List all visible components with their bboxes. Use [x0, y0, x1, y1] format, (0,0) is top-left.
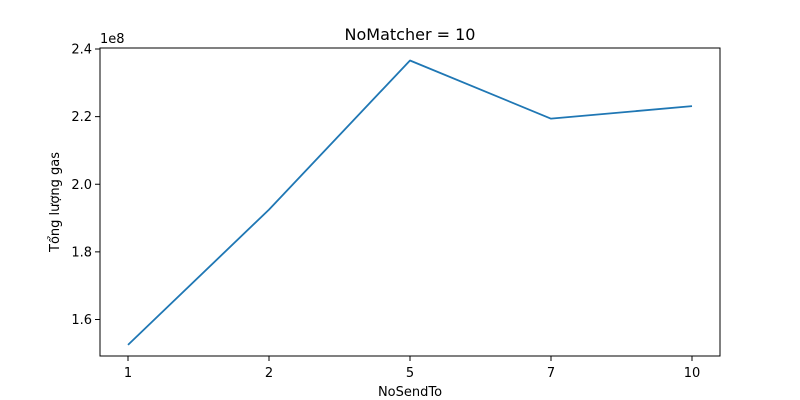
y-tick-label: 1.6	[71, 313, 92, 328]
y-tick-label: 2.4	[71, 43, 92, 58]
y-tick-label: 1.8	[71, 245, 92, 260]
y-axis-label: Tổng lượng gas	[48, 152, 63, 253]
x-axis-label: NoSendTo	[378, 385, 442, 400]
x-tick-label: 2	[265, 366, 273, 381]
series-layer	[127, 59, 693, 346]
chart-title: NoMatcher = 10	[345, 25, 476, 44]
x-tick-label: 10	[684, 366, 701, 381]
x-axis: 1 2 5 7 10	[124, 356, 700, 381]
plot-area-frame	[99, 47, 721, 357]
x-tick-label: 7	[547, 366, 555, 381]
y-tick-label: 2.0	[71, 178, 92, 193]
y-axis: 1.6 1.8 2.0 2.2 2.4	[71, 43, 100, 328]
y-tick-label: 2.2	[71, 110, 92, 125]
series-line	[127, 59, 693, 346]
y-axis-offset-label: 1e8	[100, 32, 125, 47]
x-tick-label: 1	[124, 366, 132, 381]
x-tick-label: 5	[406, 366, 414, 381]
